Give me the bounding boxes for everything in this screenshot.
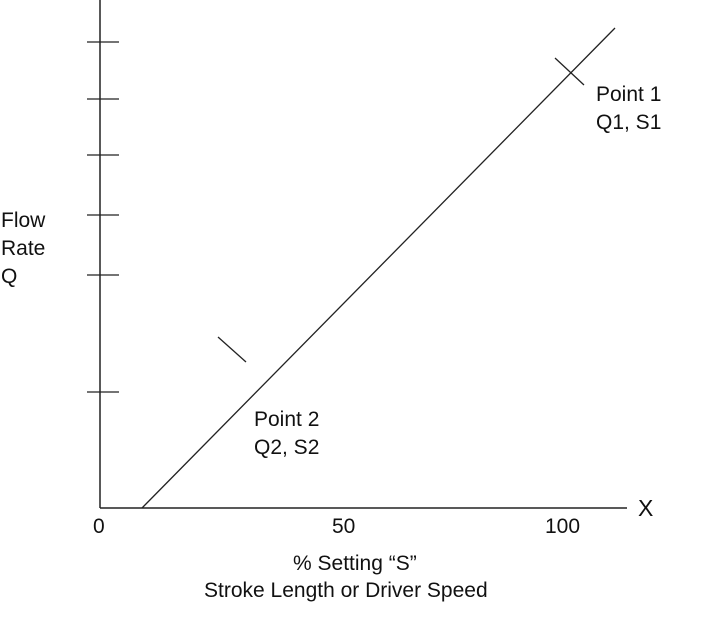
y-axis-label-line-2: Rate: [1, 237, 46, 260]
point-2-label: Point 2: [254, 408, 320, 431]
point-1-label: Point 1: [596, 83, 662, 106]
x-tick-label-0: 0: [93, 515, 105, 538]
point-2-sublabel: Q2, S2: [254, 436, 320, 459]
x-axis-label-line-1: % Setting “S”: [293, 552, 417, 575]
point-1-sublabel: Q1, S1: [596, 111, 662, 134]
flow-rate-line: [141, 27, 616, 509]
x-axis-end-label: X: [638, 495, 654, 521]
y-axis-label-line-3: Q: [1, 265, 18, 288]
x-axis-label-line-2: Stroke Length or Driver Speed: [204, 579, 488, 602]
y-axis-label-line-1: Flow: [1, 209, 46, 232]
x-tick-label-100: 100: [545, 515, 581, 538]
x-tick-label-50: 50: [332, 515, 356, 538]
point-2-marker: [217, 336, 247, 363]
point-1-marker: [554, 57, 585, 86]
